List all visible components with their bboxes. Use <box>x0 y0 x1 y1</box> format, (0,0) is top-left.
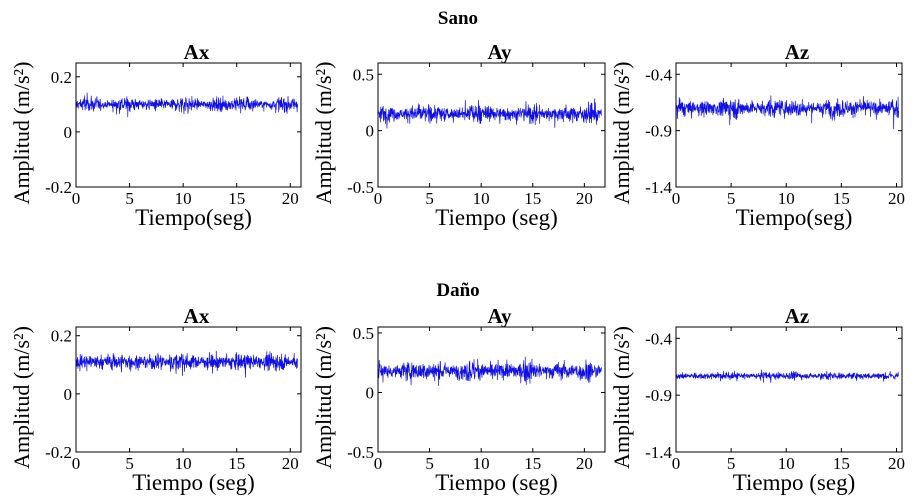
x-tick-label: 20 <box>282 454 299 473</box>
y-tick-label: 0.2 <box>51 327 72 346</box>
y-tick-label: -1.4 <box>645 178 672 197</box>
x-axis-label: Tiempo (seg) <box>132 470 254 495</box>
signal-trace <box>675 95 899 130</box>
x-axis-label: Tiempo(seg) <box>736 205 853 230</box>
x-tick-label: 5 <box>125 454 134 473</box>
x-tick-label: 5 <box>425 454 434 473</box>
signal-trace <box>75 350 298 378</box>
x-axis-label: Tiempo (seg) <box>435 205 557 230</box>
x-tick-label: 0 <box>374 454 383 473</box>
x-tick-label: 10 <box>175 454 192 473</box>
y-tick-label: -0.4 <box>645 329 672 348</box>
x-tick-label: 0 <box>72 189 81 208</box>
subplot-dao-az: 0 5 10 15 20 -0.4 -0.9 -1.4 Az Tiempo (seg) Amplit… <box>609 304 905 495</box>
signal-trace <box>75 92 298 118</box>
x-tick-label: 15 <box>228 189 245 208</box>
y-tick-label: 0 <box>64 385 73 404</box>
x-axis-label: Tiempo(seg) <box>135 205 252 230</box>
x-tick-label: 15 <box>524 454 541 473</box>
x-tick-label: 20 <box>282 189 299 208</box>
signal-trace <box>377 356 602 386</box>
y-axis-label: Amplitud (m/s²) <box>311 62 336 205</box>
panel-title: Ax <box>184 304 210 328</box>
x-tick-label: 5 <box>125 189 134 208</box>
x-axis-label: Tiempo (seg) <box>733 470 855 495</box>
x-tick-label: 0 <box>72 454 81 473</box>
x-tick-label: 0 <box>374 189 383 208</box>
x-tick-label: 10 <box>473 189 490 208</box>
y-tick-label: 0 <box>366 383 375 402</box>
x-tick-label: 10 <box>778 454 795 473</box>
y-tick-label: -0.9 <box>645 122 672 141</box>
x-axis-label: Tiempo (seg) <box>435 470 557 495</box>
x-tick-label: 15 <box>833 189 850 208</box>
plot-frame <box>675 326 903 453</box>
panel-title: Ay <box>487 304 512 328</box>
y-tick-label: 0.5 <box>353 65 374 84</box>
x-tick-label: 10 <box>473 454 490 473</box>
y-tick-label: 0 <box>64 123 73 142</box>
panel-title: Ax <box>184 40 210 64</box>
x-tick-label: 20 <box>888 454 905 473</box>
x-tick-label: 20 <box>576 454 593 473</box>
y-tick-label: -0.4 <box>645 65 672 84</box>
y-axis-label: Amplitud (m/s²) <box>609 326 634 469</box>
x-tick-label: 20 <box>888 189 905 208</box>
group-title: Daño <box>436 280 479 301</box>
y-tick-label: -0.5 <box>347 443 374 462</box>
group-title: Sano <box>438 8 478 29</box>
plot-frame <box>377 62 606 188</box>
y-tick-label: -0.2 <box>45 443 72 462</box>
panel-title: Az <box>785 304 810 328</box>
y-tick-label: -0.2 <box>45 178 72 197</box>
panel-title: Az <box>785 40 810 64</box>
y-tick-label: -0.9 <box>645 386 672 405</box>
x-tick-label: 15 <box>228 454 245 473</box>
y-axis-label: Amplitud (m/s²) <box>311 326 336 469</box>
plot-frame <box>75 326 302 453</box>
y-tick-label: 0.2 <box>51 68 72 87</box>
plot-frame <box>675 62 903 188</box>
x-tick-label: 10 <box>778 189 795 208</box>
y-tick-label: 0.5 <box>353 324 374 343</box>
plot-frame <box>377 326 606 453</box>
x-tick-label: 5 <box>727 454 736 473</box>
x-tick-label: 0 <box>672 454 681 473</box>
signal-trace <box>377 98 602 129</box>
x-tick-label: 5 <box>425 189 434 208</box>
y-tick-label: -1.4 <box>645 443 672 462</box>
y-tick-label: 0 <box>366 122 375 141</box>
plot-frame <box>75 62 302 188</box>
x-tick-label: 0 <box>672 189 681 208</box>
y-axis-label: Amplitud (m/s²) <box>609 62 634 205</box>
y-tick-label: -0.5 <box>347 178 374 197</box>
x-tick-label: 20 <box>576 189 593 208</box>
subplot-sano-az: 0 5 10 15 20 -0.4 -0.9 -1.4 Az Tiempo(seg) Amplitu… <box>609 40 905 230</box>
x-tick-label: 15 <box>833 454 850 473</box>
y-axis-label: Amplitud (m/s²) <box>9 62 34 205</box>
x-tick-label: 10 <box>175 189 192 208</box>
panel-title: Ay <box>487 40 512 64</box>
x-tick-label: 5 <box>727 189 736 208</box>
y-axis-label: Amplitud (m/s²) <box>9 326 34 469</box>
x-tick-label: 15 <box>524 189 541 208</box>
signal-trace <box>675 369 899 383</box>
